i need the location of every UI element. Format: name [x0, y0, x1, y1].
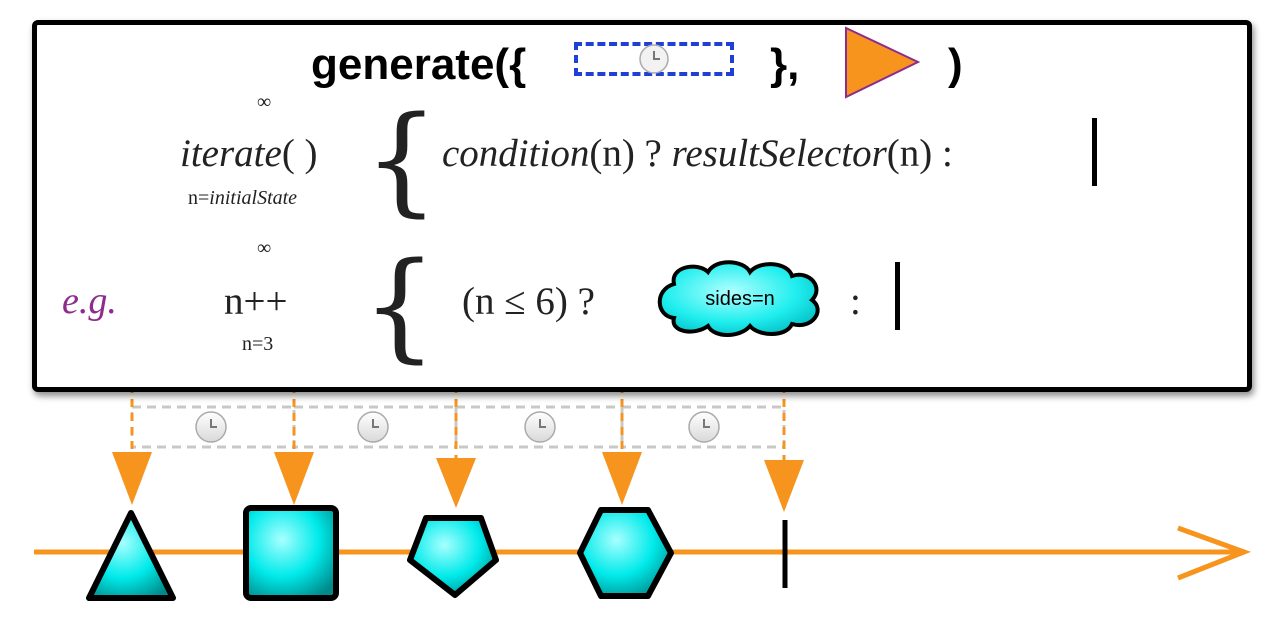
cloud-label: sides=n: [705, 288, 775, 310]
operator-title-prefix: generate({: [311, 40, 527, 89]
example-condition: (n ≤ 6) ?: [462, 280, 595, 323]
example-completion-bar: [895, 262, 900, 330]
infinity-symbol: ∞: [257, 237, 272, 259]
clock-icon: [357, 411, 389, 443]
hexagon-icon: [577, 507, 674, 599]
iterate-subscript-var: initialState: [209, 187, 298, 209]
condition-label: condition: [442, 132, 590, 175]
iterate-subscript-prefix: n=: [188, 187, 210, 209]
condition-expression: condition(n) ? resultSelector(n) :: [442, 134, 953, 173]
start-value: n=3: [242, 333, 274, 355]
emission-arrow: [112, 385, 152, 505]
cloud-result-icon: sides=n: [657, 260, 820, 337]
brace-icon: {: [364, 90, 440, 228]
brace-icon: {: [362, 236, 438, 374]
iterate-label: iterate: [180, 132, 282, 175]
increment-expression: n++: [224, 280, 288, 323]
example-colon: :: [850, 280, 861, 323]
clock-icon: [524, 411, 556, 443]
result-selector-arg: (n) :: [886, 132, 953, 175]
emitted-items: [86, 505, 788, 601]
timer-argument-box: [574, 42, 734, 76]
formula-completion-bar: [1092, 118, 1097, 186]
eg-label: e.g.: [62, 280, 117, 322]
operator-box: [32, 20, 1252, 392]
triangle-icon: [86, 510, 176, 601]
iterate-parens: ( ): [281, 132, 318, 175]
operator-title-suffix: ): [948, 40, 963, 89]
clock-icon: [688, 411, 720, 443]
emission-arrow: [436, 385, 476, 508]
timer-clocks: [195, 411, 720, 443]
emission-arrow: [602, 385, 642, 505]
infinity-symbol: ∞: [257, 91, 272, 113]
iterate-subscript: n=initialState: [188, 188, 297, 208]
emission-arrow: [274, 385, 314, 505]
condition-arg: (n) ?: [589, 132, 662, 175]
timeline-arrowhead-icon: [1177, 525, 1252, 581]
emission-arrows: [112, 385, 804, 512]
result-selector-label: resultSelector: [671, 132, 887, 175]
iterate-expression: iterate( ): [180, 134, 318, 173]
clock-icon: [195, 411, 227, 443]
square-icon: [243, 505, 339, 601]
scheduler-argument-icon: [845, 26, 921, 99]
timer-intervals: [130, 405, 786, 449]
pentagon-icon: [407, 515, 499, 598]
emission-arrow: [764, 385, 804, 512]
clock-icon: [639, 44, 669, 74]
operator-title-middle: },: [770, 40, 800, 89]
